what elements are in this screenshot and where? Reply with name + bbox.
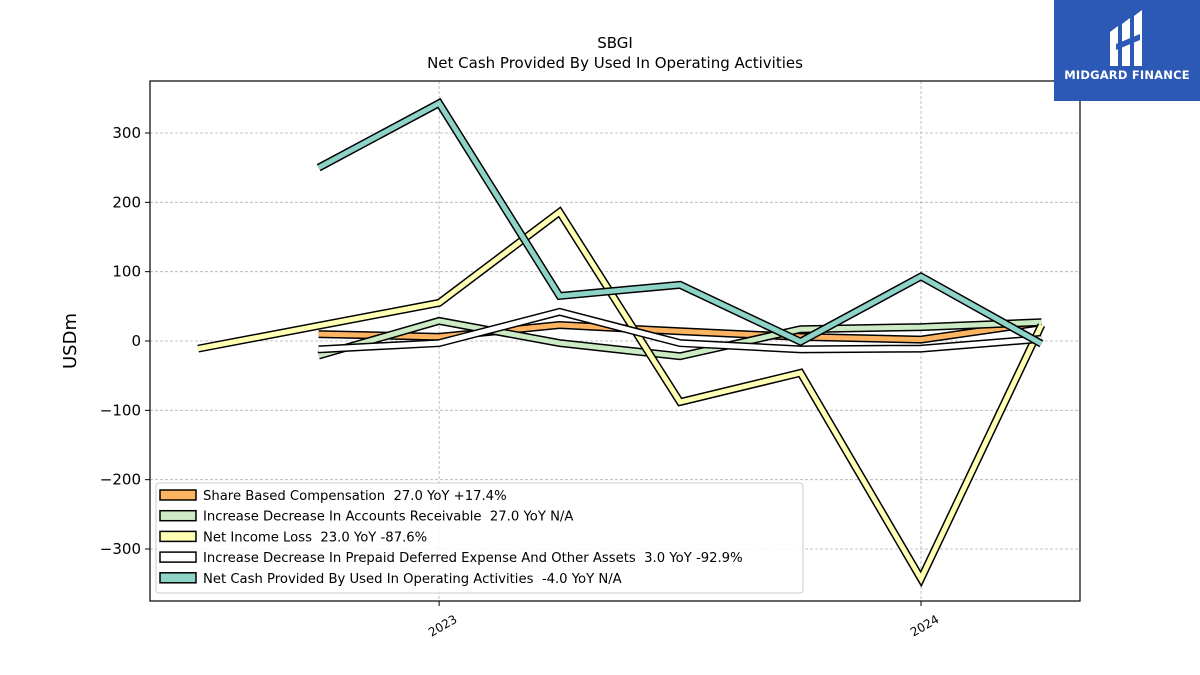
- legend-swatch: [159, 572, 197, 584]
- y-tick-label: −300: [100, 540, 141, 558]
- series-3: [318, 307, 1042, 354]
- y-axis-ticks: −300 −200 −100 0 100 200 300: [100, 124, 150, 558]
- legend-swatch: [159, 489, 197, 501]
- legend-box: [155, 482, 804, 594]
- legend-swatch: [159, 509, 197, 522]
- legend-label: Share Based Compensation 27.0 YoY +17.4%: [203, 489, 507, 504]
- x-tick-label: 2023: [426, 612, 459, 639]
- y-tick-label: 100: [112, 263, 141, 281]
- y-tick-label: 0: [131, 332, 141, 350]
- legend-label: Increase Decrease In Prepaid Deferred Ex…: [203, 551, 743, 566]
- y-tick-label: 200: [112, 193, 141, 211]
- logo-text: MIDGARD FINANCE: [1064, 68, 1190, 82]
- legend-label: Net Income Loss 23.0 YoY -87.6%: [203, 530, 427, 545]
- midgard-finance-logo: MIDGARD FINANCE: [1054, 0, 1200, 101]
- series-0: [318, 318, 1043, 344]
- series-1: [317, 316, 1042, 361]
- legend-swatch: [159, 530, 197, 543]
- y-axis-label: USDm: [60, 313, 81, 369]
- chart-subtitle: Net Cash Provided By Used In Operating A…: [427, 54, 803, 72]
- grid: [150, 81, 1080, 601]
- legend-swatch: [159, 551, 197, 563]
- legend-label: Increase Decrease In Accounts Receivable…: [203, 510, 573, 525]
- legend: Share Based Compensation 27.0 YoY +17.4%…: [155, 482, 804, 594]
- x-axis-ticks: 2023 2024: [426, 601, 941, 640]
- y-tick-label: −200: [100, 471, 141, 489]
- series-4: [316, 97, 1044, 348]
- y-tick-label: −100: [100, 401, 141, 419]
- series-2: [197, 206, 1046, 588]
- logo-mark-icon: [1110, 10, 1142, 66]
- x-tick-label: 2024: [908, 612, 941, 639]
- chart-title: SBGI: [597, 34, 633, 52]
- legend-label: Net Cash Provided By Used In Operating A…: [203, 572, 622, 587]
- series-lines: [197, 97, 1046, 588]
- y-tick-label: 300: [112, 124, 141, 142]
